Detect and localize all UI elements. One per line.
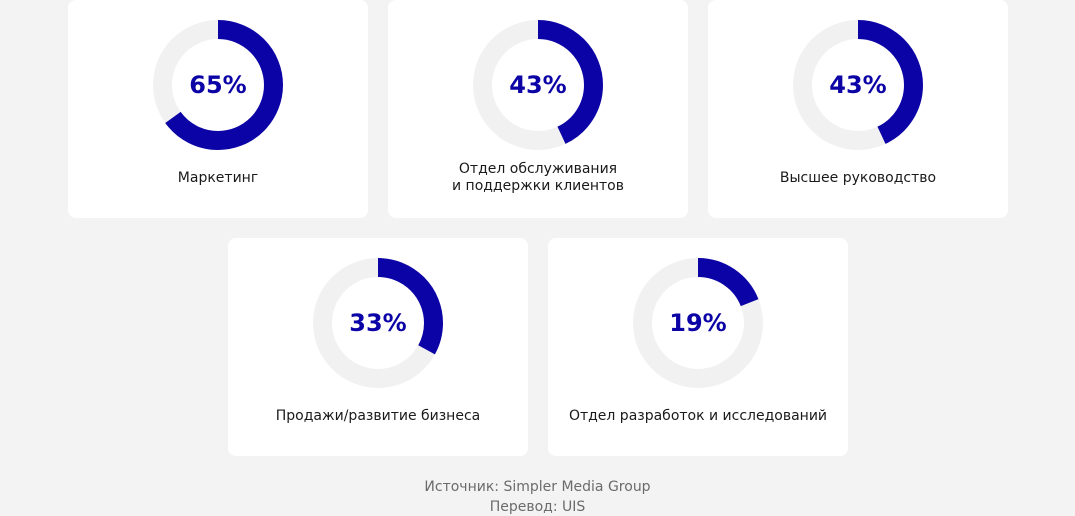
category-label-line: Высшее руководство <box>779 170 937 186</box>
source-note: Источник: Simpler Media Group <box>424 479 651 495</box>
category-label: Высшее руководство <box>718 170 998 187</box>
category-label: Маркетинг <box>78 170 358 187</box>
translation-note: Перевод: UIS <box>489 499 586 515</box>
category-label-line: Маркетинг <box>177 170 259 186</box>
card-top-management: 43% Высшее руководство <box>708 0 1008 218</box>
donut-value-arc <box>313 258 443 388</box>
percentage-value: 43% <box>509 71 567 99</box>
percentage-value: 43% <box>829 71 887 99</box>
card-rnd: 19% Отдел разработок и исследований <box>548 238 848 456</box>
donut-svg <box>313 258 443 388</box>
card-customer-service: 43% Отдел обслуживания и поддержки клиен… <box>388 0 688 218</box>
percentage-value: 65% <box>189 71 247 99</box>
donut-chart: 65% <box>153 20 283 150</box>
percentage-value: 33% <box>349 309 407 337</box>
percentage-value: 19% <box>669 309 727 337</box>
category-label: Отдел разработок и исследований <box>558 408 838 425</box>
category-label-line: Отдел обслуживания <box>458 161 618 177</box>
category-label-line: Отдел разработок и исследований <box>568 408 828 424</box>
donut-value-arc <box>153 20 283 150</box>
donut-value-arc <box>633 258 763 388</box>
donut-svg <box>473 20 603 150</box>
category-label: Отдел обслуживания и поддержки клиентов <box>398 161 678 195</box>
category-label-line: Продажи/развитие бизнеса <box>275 408 481 424</box>
donut-value-arc <box>473 20 603 150</box>
card-sales-bizdev: 33% Продажи/развитие бизнеса <box>228 238 528 456</box>
card-marketing: 65% Маркетинг <box>68 0 368 218</box>
donut-chart: 19% <box>633 258 763 388</box>
donut-svg <box>633 258 763 388</box>
donut-value-arc <box>793 20 923 150</box>
donut-svg <box>793 20 923 150</box>
donut-chart: 43% <box>473 20 603 150</box>
donut-chart: 33% <box>313 258 443 388</box>
donut-chart: 43% <box>793 20 923 150</box>
donut-svg <box>153 20 283 150</box>
category-label-line: и поддержки клиентов <box>452 178 624 194</box>
category-label: Продажи/развитие бизнеса <box>238 408 518 425</box>
